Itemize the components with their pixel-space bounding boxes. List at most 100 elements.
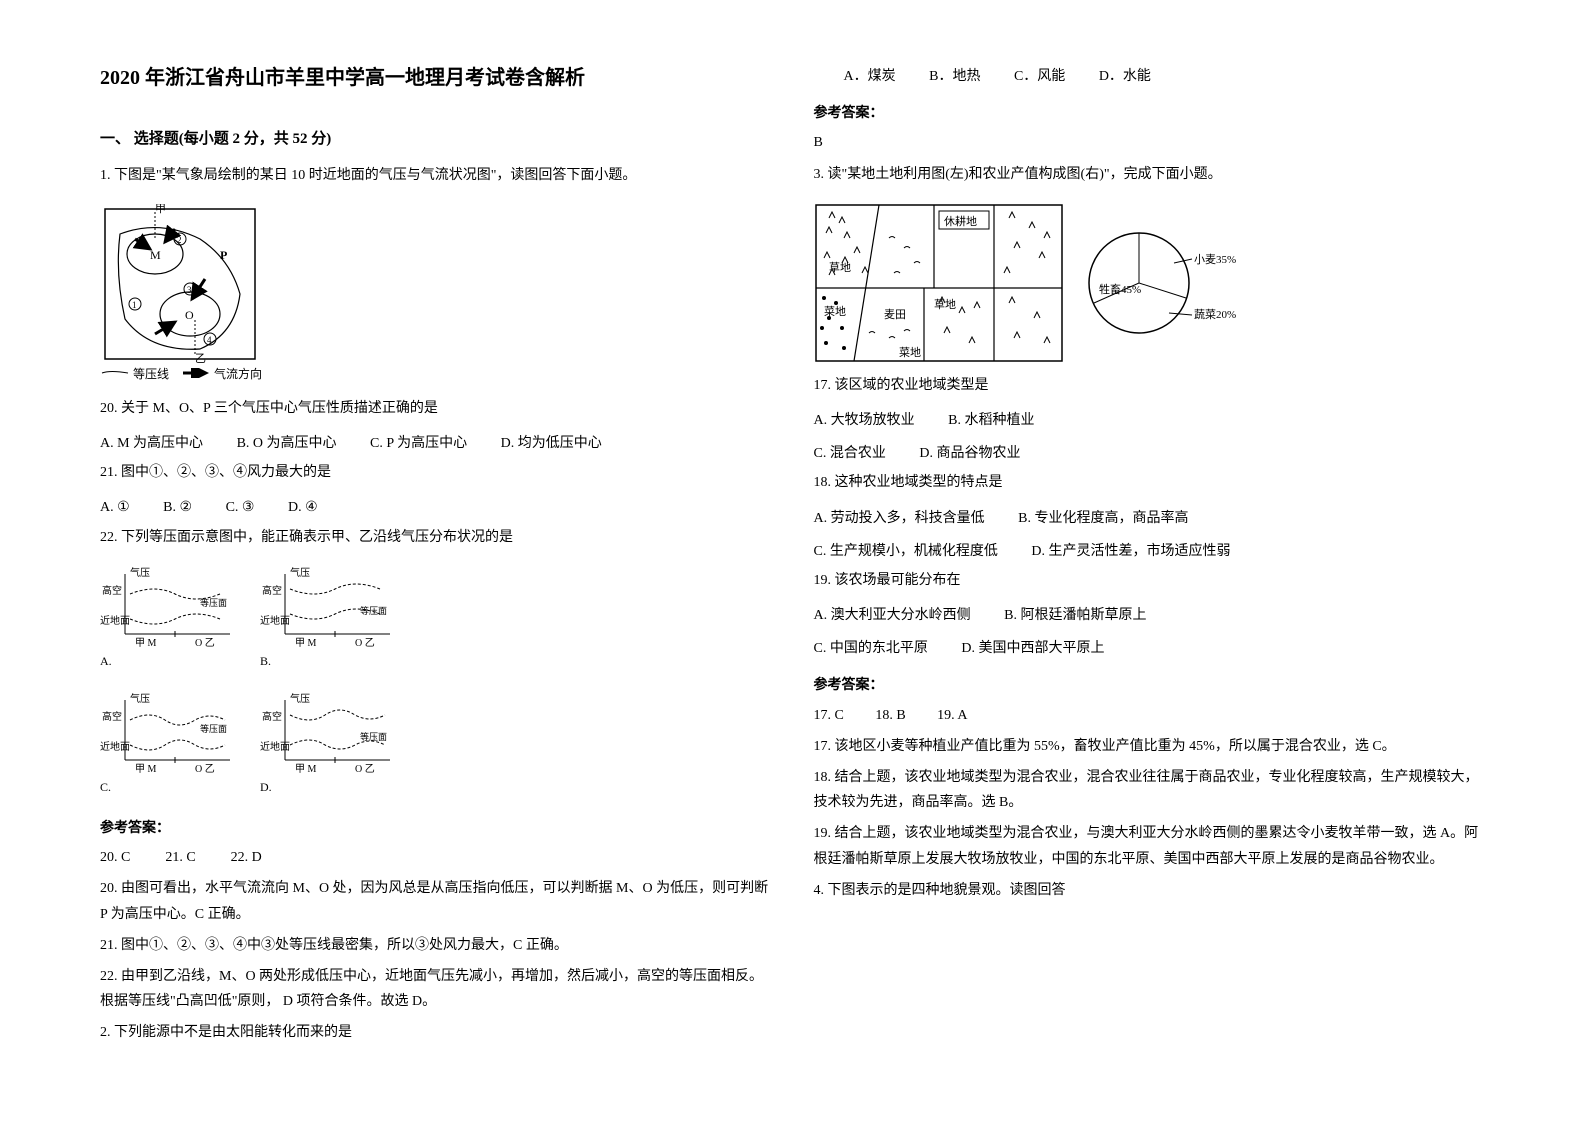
q21-a: A. ① — [100, 495, 130, 520]
page-title: 2020 年浙江省舟山市羊里中学高一地理月考试卷含解析 — [100, 60, 774, 96]
q22-stem: 22. 下列等压面示意图中，能正确表示甲、乙沿线气压分布状况的是 — [100, 525, 774, 550]
q4-stem: 4. 下图表示的是四种地貌景观。读图回答 — [814, 878, 1488, 903]
right-column: A．煤炭 B．地热 C．风能 D．水能 参考答案： B 3. 读"某地土地利用图… — [814, 60, 1488, 1062]
q22-c-label: C. — [100, 780, 111, 794]
svg-text:O 乙: O 乙 — [195, 763, 215, 775]
svg-text:等压面: 等压面 — [360, 731, 387, 742]
svg-text:草地: 草地 — [934, 298, 956, 311]
q18-a: A. 劳动投入多，科技含量低 — [814, 506, 985, 531]
svg-text:气压: 气压 — [290, 692, 310, 705]
svg-text:等压面: 等压面 — [200, 597, 227, 608]
q17-options2: C. 混合农业 D. 商品谷物农业 — [814, 441, 1488, 466]
axis-y-label: 气压 — [130, 566, 150, 579]
q19-c: C. 中国的东北平原 — [814, 636, 928, 661]
svg-text:乙: 乙 — [195, 352, 206, 364]
q19-stem: 19. 该农场最可能分布在 — [814, 568, 1488, 593]
q22-b-label: B. — [260, 654, 271, 668]
svg-text:近地面: 近地面 — [100, 740, 130, 753]
q17-c: C. 混合农业 — [814, 441, 886, 466]
q3-diagram: 草地 休耕地 菜地 麦田 草地 菜地 — [814, 203, 1488, 363]
q2-c: C．风能 — [1014, 64, 1065, 89]
svg-text:O 乙: O 乙 — [195, 637, 215, 649]
svg-text:休耕地: 休耕地 — [944, 214, 977, 228]
q22-sub-d: 气压 高空 近地面 等压面 甲 M O 乙 D. — [260, 690, 400, 800]
q21-c: C. ③ — [226, 495, 255, 520]
svg-text:甲 M: 甲 M — [135, 764, 156, 775]
svg-text:等压面: 等压面 — [360, 605, 387, 616]
legend-flow: 气流方向 — [214, 367, 262, 381]
q1-stem: 1. 下图是"某气象局绘制的某日 10 时近地面的气压与气流状况图"，读图回答下… — [100, 163, 774, 188]
svg-text:牲畜45%: 牲畜45% — [1099, 282, 1141, 296]
pie-chart: 小麦35% 蔬菜20% 牲畜45% — [1079, 213, 1249, 353]
pressure-map-diagram: M P O 甲 乙 2 1 3 4 等压线 气流方向 — [100, 204, 774, 386]
svg-text:M: M — [150, 248, 161, 262]
q19-options: A. 澳大利亚大分水岭西侧 B. 阿根廷潘帕斯草原上 — [814, 603, 1488, 628]
svg-text:O 乙: O 乙 — [355, 763, 375, 775]
ans1-exp20: 20. 由图可看出，水平气流流向 M、O 处，因为风总是从高压指向低压，可以判断… — [100, 876, 774, 926]
q3-exp18: 18. 结合上题，该农业地域类型为混合农业，混合农业往往属于商品农业，专业化程度… — [814, 765, 1488, 815]
svg-text:P: P — [220, 248, 227, 262]
left-column: 2020 年浙江省舟山市羊里中学高一地理月考试卷含解析 一、 选择题(每小题 2… — [100, 60, 774, 1062]
legend-isobar: 等压线 — [133, 367, 169, 381]
svg-text:甲: 甲 — [155, 204, 166, 215]
q20-c: C. P 为高压中心 — [370, 431, 467, 456]
section-header: 一、 选择题(每小题 2 分，共 52 分) — [100, 126, 774, 153]
ans1-header: 参考答案： — [100, 816, 774, 841]
svg-text:甲 M: 甲 M — [135, 638, 156, 649]
svg-text:蔬菜20%: 蔬菜20% — [1194, 308, 1236, 321]
q19-b: B. 阿根廷潘帕斯草原上 — [1004, 603, 1146, 628]
q21-stem: 21. 图中①、②、③、④风力最大的是 — [100, 460, 774, 485]
svg-text:甲 M: 甲 M — [295, 764, 317, 775]
q2-ans: B — [814, 130, 1488, 155]
q22-d-label: D. — [260, 780, 272, 794]
q18-options2: C. 生产规模小，机械化程度低 D. 生产灵活性差，市场适应性弱 — [814, 539, 1488, 564]
q3-exp17: 17. 该地区小麦等种植业产值比重为 55%，畜牧业产值比重为 45%，所以属于… — [814, 734, 1488, 759]
q17-b: B. 水稻种植业 — [948, 408, 1034, 433]
q19-options2: C. 中国的东北平原 D. 美国中西部大平原上 — [814, 636, 1488, 661]
svg-text:甲 M: 甲 M — [295, 638, 317, 649]
legend-row: 等压线 气流方向 — [100, 364, 774, 386]
svg-text:2: 2 — [177, 235, 182, 245]
svg-text:3: 3 — [187, 285, 192, 295]
q21-d: D. ④ — [288, 495, 318, 520]
q17-d: D. 商品谷物农业 — [919, 441, 1020, 466]
q2-b: B．地热 — [929, 64, 980, 89]
svg-text:O: O — [185, 308, 194, 322]
svg-text:近地面: 近地面 — [260, 614, 290, 627]
q2-ans-header: 参考答案： — [814, 101, 1488, 126]
q3-ans-line1: 17. C 18. B 19. A — [814, 703, 1488, 728]
ans1-line1: 20. C 21. C 22. D — [100, 845, 774, 870]
q20-a: A. M 为高压中心 — [100, 431, 203, 456]
q18-options: A. 劳动投入多，科技含量低 B. 专业化程度高，商品率高 — [814, 506, 1488, 531]
svg-text:近地面: 近地面 — [100, 614, 130, 627]
svg-text:高空: 高空 — [102, 710, 122, 723]
svg-text:O 乙: O 乙 — [355, 637, 375, 649]
q18-b: B. 专业化程度高，商品率高 — [1018, 506, 1188, 531]
q22-sub-c: 气压 高空 近地面 等压面 甲 M O 乙 C. — [100, 690, 240, 800]
svg-text:近地面: 近地面 — [260, 740, 290, 753]
q2-d: D．水能 — [1099, 64, 1151, 89]
svg-text:气压: 气压 — [130, 692, 150, 705]
svg-text:1: 1 — [132, 300, 137, 310]
q17-stem: 17. 该区域的农业地域类型是 — [814, 373, 1488, 398]
q21-options: A. ① B. ② C. ③ D. ④ — [100, 495, 774, 520]
svg-text:4: 4 — [207, 335, 212, 345]
q18-c: C. 生产规模小，机械化程度低 — [814, 539, 998, 564]
svg-text:高空: 高空 — [262, 584, 282, 597]
q22-sub-b: 气压 高空 近地面 等压面 甲 M O 乙 B. — [260, 564, 400, 674]
q20-options: A. M 为高压中心 B. O 为高压中心 C. P 为高压中心 D. 均为低压… — [100, 431, 774, 456]
q3-ans-header: 参考答案： — [814, 673, 1488, 698]
q3-stem: 3. 读"某地土地利用图(左)和农业产值构成图(右)"，完成下面小题。 — [814, 162, 1488, 187]
ans1-exp21: 21. 图中①、②、③、④中③处等压线最密集，所以③处风力最大，C 正确。 — [100, 933, 774, 958]
svg-text:麦田: 麦田 — [884, 308, 906, 321]
svg-text:气压: 气压 — [290, 566, 310, 579]
q22-diagrams-row2: 气压 高空 近地面 等压面 甲 M O 乙 C. 气压 高空 近地面 等压面 甲… — [100, 690, 774, 800]
svg-text:高空: 高空 — [262, 710, 282, 723]
q20-b: B. O 为高压中心 — [237, 431, 337, 456]
q19-d: D. 美国中西部大平原上 — [961, 636, 1104, 661]
q22-a-label: A. — [100, 654, 112, 668]
q18-stem: 18. 这种农业地域类型的特点是 — [814, 470, 1488, 495]
q2-a: A．煤炭 — [844, 64, 896, 89]
q22-sub-a: 气压 高空 近地面 等压面 甲 M O 乙 A. — [100, 564, 240, 674]
ans1-exp22: 22. 由甲到乙沿线，M、O 两处形成低压中心，近地面气压先减小，再增加，然后减… — [100, 964, 774, 1014]
